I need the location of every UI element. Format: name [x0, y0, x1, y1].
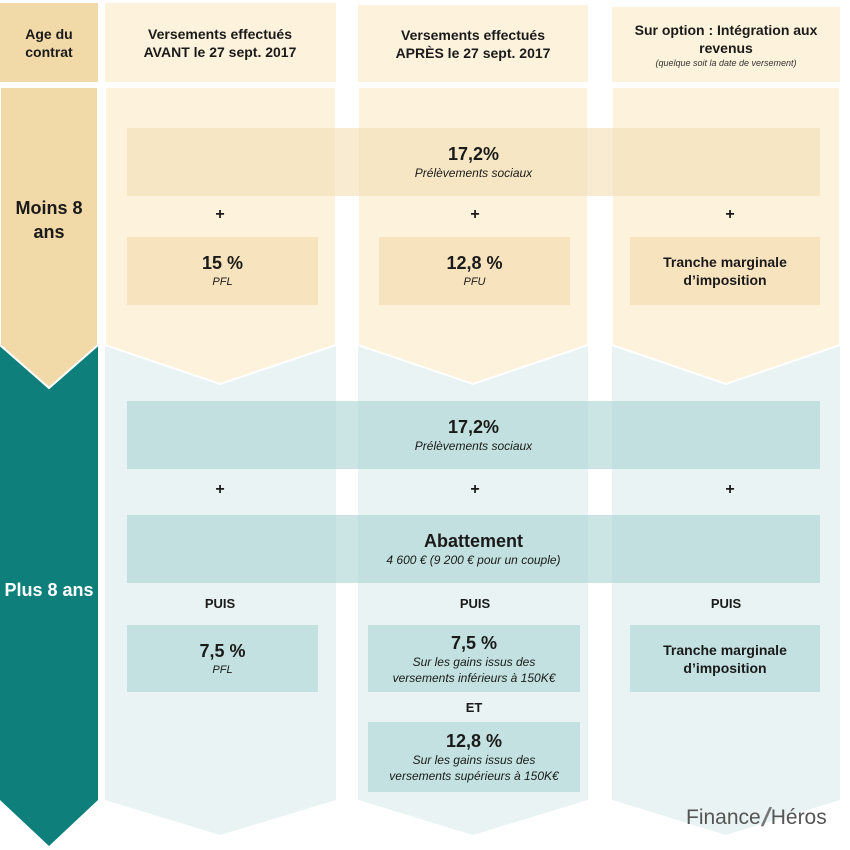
plus-col2-box-b: 12,8 % Sur les gains issus des versement…	[368, 722, 580, 792]
plus-social-rate: 17,2%	[447, 417, 500, 437]
plus-sign: +	[725, 481, 735, 498]
plus-col1-box: 7,5 % PFL	[127, 625, 318, 692]
moins-col1-box: 15 % PFL	[127, 237, 318, 305]
header-col1: Versements effectués AVANT le 27 sept. 2…	[143, 25, 297, 60]
puis-label: PUIS	[204, 596, 236, 611]
abattement-band: Abattement 4 600 € (9 200 € pour un coup…	[127, 515, 820, 583]
header-age-bg	[0, 3, 98, 82]
moins-social-band: 17,2% Prélèvements sociaux	[127, 128, 820, 196]
moins-col2-label: PFU	[463, 276, 486, 288]
plus-sign: +	[725, 206, 735, 223]
header-col3-note: (quelque soit la date de versement)	[655, 58, 797, 68]
plus-social-band: 17,2% Prélèvements sociaux	[127, 401, 820, 469]
moins-col2-box: 12,8 % PFU	[379, 237, 570, 305]
moins-social-rate: 17,2%	[447, 144, 500, 164]
plus-col2-label-b: Sur les gains issus des versements supér…	[389, 753, 559, 783]
header-age: Age du contrat	[25, 25, 73, 60]
plus-col3-box: Tranche marginale d’imposition	[630, 625, 820, 692]
moins-col1-rate: 15 %	[201, 253, 244, 273]
moins-col1-label: PFL	[212, 276, 233, 288]
moins-social-label: Prélèvements sociaux	[414, 166, 533, 180]
plus-col2-box-a: 7,5 % Sur les gains issus des versements…	[368, 625, 580, 692]
header-col3: Sur option : Intégration aux revenus (qu…	[622, 10, 830, 80]
plus-sign: +	[470, 481, 480, 498]
plus-col2-label-a: Sur les gains issus des versements infér…	[392, 654, 556, 685]
et-label: ET	[465, 700, 483, 715]
plus-sign: +	[470, 206, 480, 223]
logo-left: Finance	[686, 805, 761, 829]
plus-sign: +	[215, 206, 225, 223]
header-col3-bg	[612, 7, 840, 82]
moins-col2-rate: 12,8 %	[446, 253, 503, 273]
plus-col2-rate-b: 12,8 %	[445, 731, 503, 751]
row-label-moins: Moins 8 ans	[15, 198, 83, 242]
header-col2: Versements effectués APRÈS le 27 sept. 2…	[395, 26, 551, 61]
header-col1-bg	[105, 3, 336, 82]
plus-social-label: Prélèvements sociaux	[414, 439, 533, 453]
plus-col1-label: PFL	[212, 663, 233, 676]
logo-right: Héros	[770, 805, 827, 829]
puis-label: PUIS	[710, 596, 742, 611]
plus-col1-rate: 7,5 %	[199, 640, 246, 661]
plus-sign: +	[215, 481, 225, 498]
moins-age-bg	[0, 86, 99, 390]
puis-label: PUIS	[459, 596, 491, 611]
row-label-plus: Plus 8 ans	[4, 580, 94, 600]
header-col2-bg	[358, 5, 588, 82]
moins-col3-box: Tranche marginale d’imposition	[630, 237, 820, 305]
header-col3-title: Sur option : Intégration aux revenus	[634, 22, 818, 56]
logo-slash-icon: //	[760, 802, 766, 832]
abattement-title: Abattement	[423, 531, 523, 551]
abattement-label: 4 600 € (9 200 € pour un couple)	[386, 553, 561, 567]
finance-heros-logo: Finance // Héros	[686, 802, 827, 833]
plus-col2-rate-a: 7,5 %	[450, 632, 498, 653]
plus-age-bg	[0, 340, 98, 846]
